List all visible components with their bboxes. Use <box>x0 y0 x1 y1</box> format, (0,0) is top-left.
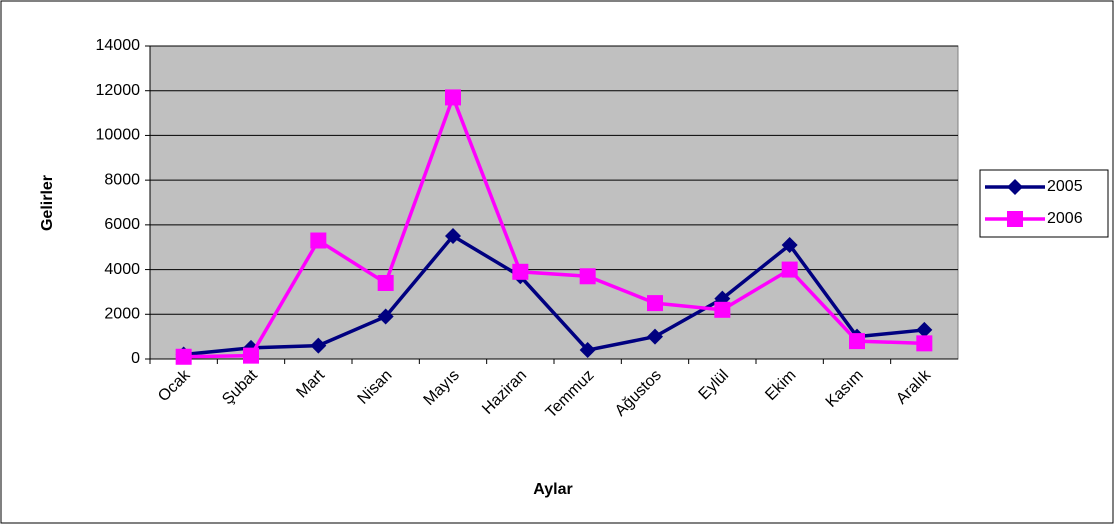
x-axis-title: Aylar <box>533 481 572 498</box>
data-point <box>310 232 327 249</box>
y-tick-label: 14000 <box>96 37 141 54</box>
data-point <box>647 328 663 345</box>
legend-label: 2006 <box>1047 210 1083 227</box>
data-point <box>916 321 933 338</box>
y-tick-label: 10000 <box>96 127 141 144</box>
y-tick-label: 8000 <box>104 171 140 188</box>
data-point <box>916 335 933 352</box>
data-point <box>849 333 865 350</box>
data-point <box>579 342 596 359</box>
data-point <box>647 295 663 312</box>
data-point <box>579 268 596 285</box>
data-point <box>512 263 529 280</box>
data-point <box>377 308 394 325</box>
data-point <box>781 236 798 253</box>
series-line <box>183 92 925 359</box>
data-point <box>781 261 798 278</box>
legend-label: 2005 <box>1047 178 1083 195</box>
legend-box <box>979 169 1109 238</box>
y-tick-label: 2000 <box>104 306 140 323</box>
data-point <box>445 89 461 106</box>
legend-marker <box>1007 211 1023 227</box>
data-point <box>714 301 731 318</box>
y-axis-title: Gelirler <box>39 175 56 231</box>
y-tick-label: 4000 <box>104 261 140 278</box>
legend-marker <box>1007 179 1023 195</box>
data-point <box>175 348 192 365</box>
data-point <box>377 274 394 291</box>
series-line <box>183 233 925 357</box>
data-point <box>243 347 259 364</box>
y-tick-label: 12000 <box>96 82 141 99</box>
data-point <box>445 228 461 245</box>
y-tick-label: 6000 <box>104 216 140 233</box>
y-tick-label: 0 <box>131 350 140 367</box>
data-point <box>310 337 327 354</box>
